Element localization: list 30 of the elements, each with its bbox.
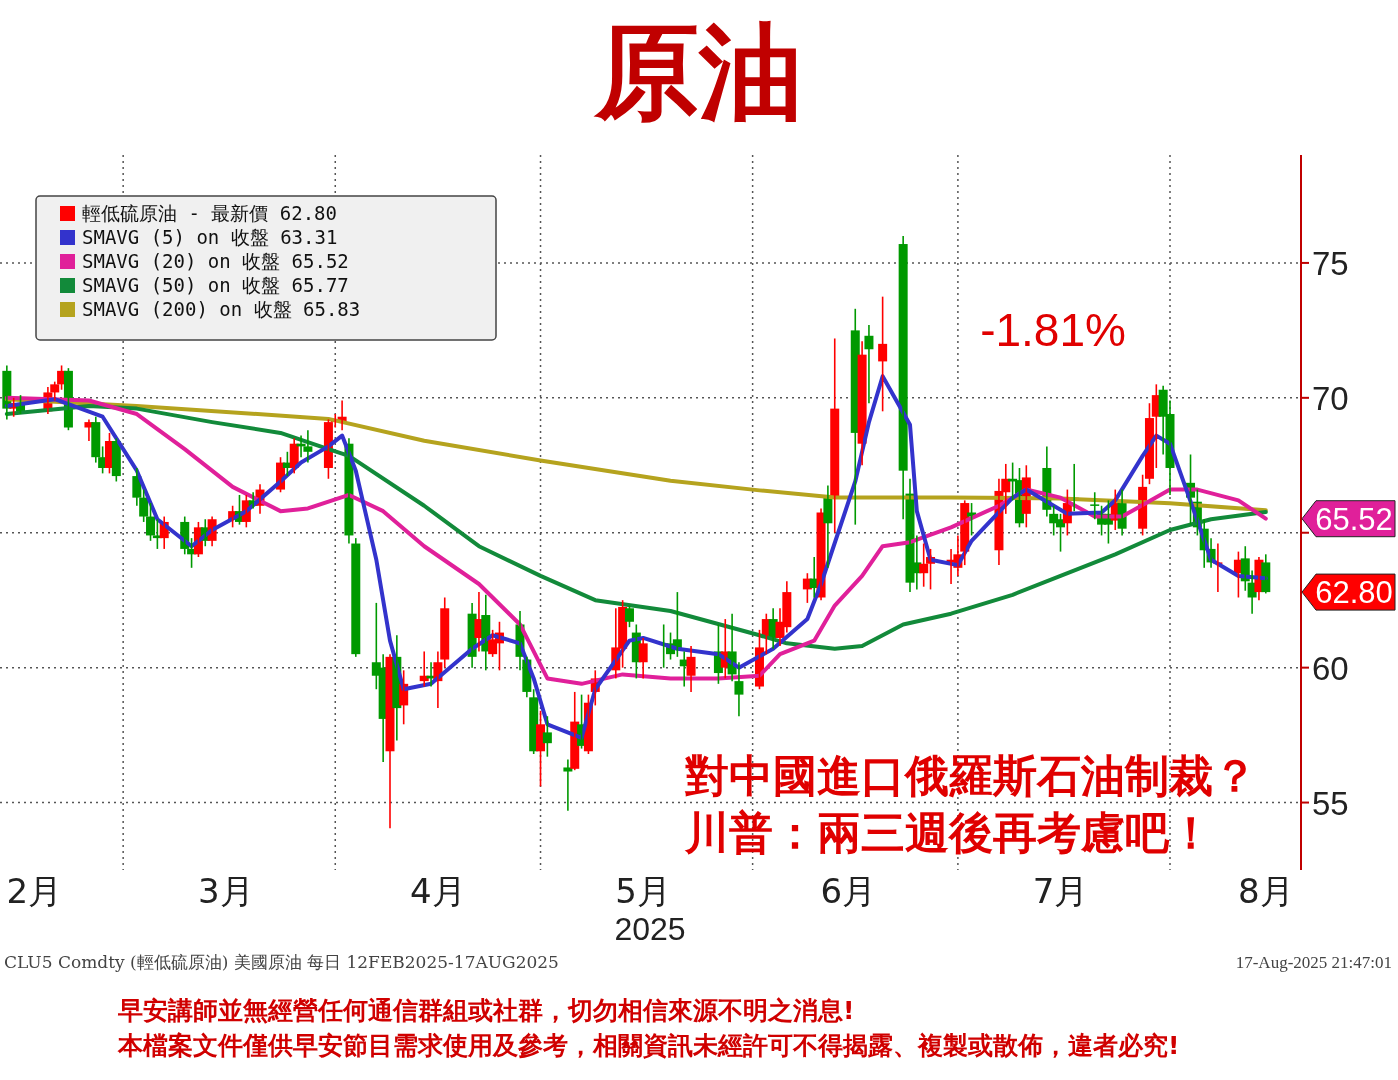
x-axis-title: 2025 [614, 911, 686, 947]
annotation: 川普：兩三週後再考慮吧！ [684, 807, 1213, 858]
text: 17-Aug-2025 21:47:01 [1235, 953, 1392, 972]
candlestick [1090, 491, 1100, 521]
x-tick-label: 7月 [1032, 871, 1089, 911]
x-tick-label: 8月 [1237, 871, 1294, 911]
chart-title: 原油 [593, 11, 803, 133]
text: 本檔案文件僅供早安節目需求使用及參考，相關資訊未經許可不得揭露、複製或散佈，違者必究! [117, 1031, 1180, 1060]
y-tick-label: 70 [1312, 379, 1349, 417]
legend-label: SMAVG (20) on 收盤 65.52 [82, 250, 349, 272]
annotation: 對中國進口俄羅斯石油制裁？ [684, 750, 1257, 801]
value-tag: 62.80 [1301, 573, 1396, 611]
x-tick-label: 5月 [615, 871, 671, 911]
candlestick [624, 604, 634, 628]
y-tick-label: 60 [1312, 649, 1349, 687]
annotation: -1.81% [980, 304, 1126, 356]
candlestick [542, 715, 552, 758]
x-tick-label: 2月 [6, 871, 63, 911]
x-tick-label: 6月 [820, 871, 877, 911]
value-tag: 65.52 [1301, 500, 1396, 538]
legend-label: SMAVG (200) on 收盤 65.83 [82, 298, 361, 320]
legend-label: 輕低硫原油 - 最新價 62.80 [82, 202, 337, 224]
y-tick-label: 55 [1312, 784, 1349, 822]
legend-label: SMAVG (50) on 收盤 65.77 [82, 274, 349, 296]
text: 早安講師並無經營任何通信群組或社群，切勿相信來源不明之消息! [117, 996, 855, 1025]
legend-label: SMAVG (5) on 收盤 63.31 [82, 226, 338, 248]
x-tick-label: 4月 [410, 871, 466, 911]
x-tick-label: 3月 [197, 871, 254, 911]
y-tick-label: 75 [1312, 244, 1349, 282]
text: CLU5 Comdty (輕低硫原油) 美國原油 每日 12FEB2025-17AUG2025 [4, 952, 559, 972]
